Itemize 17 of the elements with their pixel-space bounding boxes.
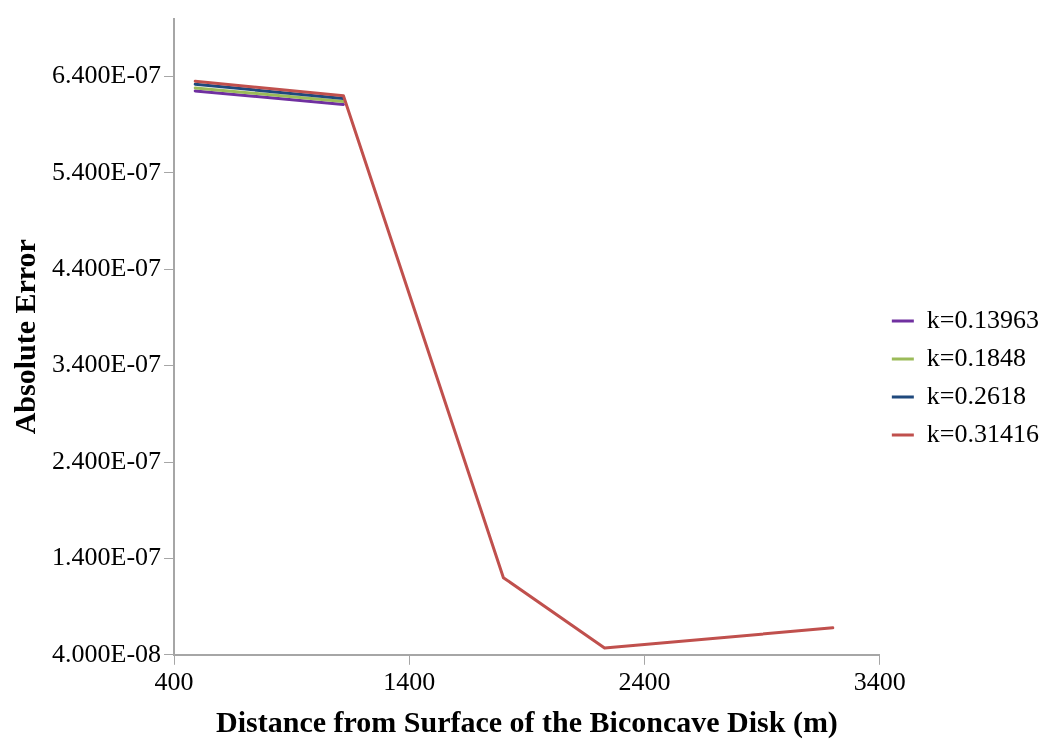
legend-label: k=0.13963: [926, 304, 1040, 334]
y-tick-label: 4.000E-08: [51, 638, 162, 668]
y-tick-label: 1.400E-07: [51, 542, 162, 572]
x-tick-label: 2400: [618, 667, 671, 697]
y-tick-label: 3.400E-07: [51, 349, 162, 379]
x-tick-label: 1400: [383, 667, 436, 697]
x-tick-label: 400: [154, 667, 194, 697]
legend-label: k=0.31416: [926, 418, 1040, 448]
legend-label: k=0.1848: [926, 342, 1027, 372]
y-tick-label: 6.400E-07: [51, 60, 162, 90]
x-tick-label: 3400: [853, 667, 906, 697]
y-tick-label: 4.400E-07: [51, 253, 162, 283]
y-tick-label: 5.400E-07: [51, 156, 162, 186]
y-axis-title: Absolute Error: [7, 239, 41, 435]
y-tick-label: 2.400E-07: [51, 445, 162, 475]
legend-label: k=0.2618: [926, 380, 1027, 410]
x-axis-title: Distance from Surface of the Biconcave Disk (m): [216, 704, 838, 739]
